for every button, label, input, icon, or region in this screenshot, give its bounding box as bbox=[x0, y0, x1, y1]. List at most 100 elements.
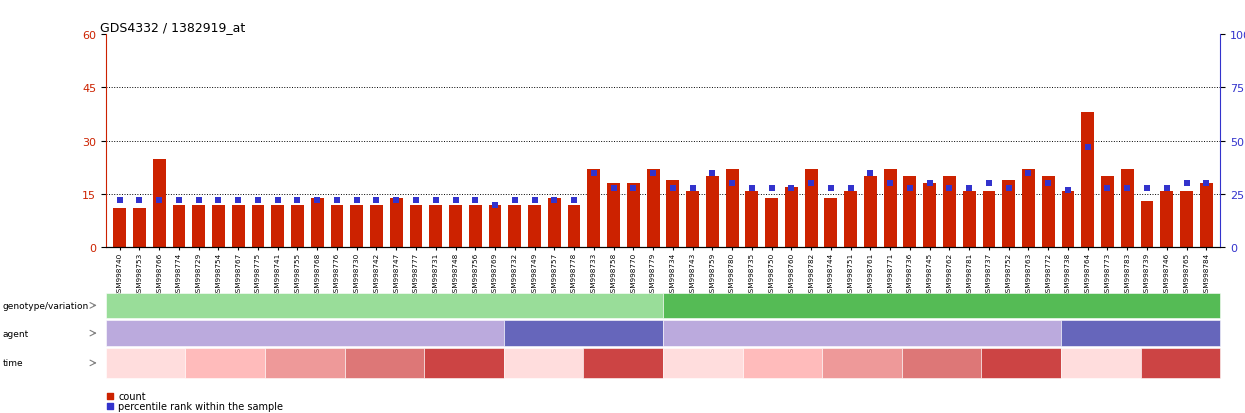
Text: 24hrs: 24hrs bbox=[451, 358, 478, 368]
Text: agent: agent bbox=[2, 329, 29, 338]
Bar bbox=[350, 205, 364, 248]
Point bbox=[880, 181, 900, 188]
Text: 2hrs: 2hrs bbox=[533, 358, 554, 368]
Point bbox=[100, 402, 120, 409]
Point bbox=[524, 198, 544, 204]
Point bbox=[248, 198, 268, 204]
Point bbox=[446, 198, 466, 204]
Point bbox=[327, 198, 347, 204]
Point bbox=[268, 198, 288, 204]
Bar bbox=[410, 205, 422, 248]
Point bbox=[900, 185, 920, 192]
Bar bbox=[133, 209, 146, 248]
Point bbox=[228, 198, 248, 204]
Bar bbox=[390, 198, 402, 248]
Text: Pdx1 overexpression: Pdx1 overexpression bbox=[330, 301, 438, 311]
Text: 24hrs: 24hrs bbox=[609, 358, 637, 368]
Bar bbox=[291, 205, 304, 248]
Point bbox=[366, 198, 386, 204]
Point bbox=[1018, 170, 1038, 177]
Text: 24hrs: 24hrs bbox=[1167, 358, 1194, 368]
Point bbox=[426, 198, 446, 204]
Bar bbox=[1101, 177, 1114, 248]
Text: 12hrs: 12hrs bbox=[371, 358, 398, 368]
Point bbox=[682, 185, 702, 192]
Point bbox=[998, 185, 1018, 192]
Point bbox=[644, 170, 664, 177]
Point bbox=[782, 185, 802, 192]
Bar bbox=[588, 170, 600, 248]
Point bbox=[347, 198, 367, 204]
Bar bbox=[864, 177, 876, 248]
Bar bbox=[192, 205, 205, 248]
Text: 2hrs: 2hrs bbox=[692, 358, 713, 368]
Bar bbox=[1160, 191, 1173, 248]
Bar bbox=[113, 209, 126, 248]
Point bbox=[169, 198, 189, 204]
Text: count: count bbox=[118, 392, 146, 401]
Point bbox=[504, 198, 524, 204]
Bar bbox=[726, 170, 738, 248]
Bar bbox=[232, 205, 244, 248]
Text: time: time bbox=[2, 358, 24, 368]
Text: 6hrs: 6hrs bbox=[294, 358, 315, 368]
Point bbox=[208, 198, 228, 204]
Point bbox=[584, 170, 604, 177]
Bar bbox=[982, 191, 995, 248]
Point bbox=[129, 198, 149, 204]
Bar bbox=[1042, 177, 1055, 248]
Point bbox=[604, 185, 624, 192]
Point bbox=[1038, 181, 1058, 188]
Point bbox=[1177, 181, 1196, 188]
Text: percentile rank within the sample: percentile rank within the sample bbox=[118, 401, 284, 411]
Bar bbox=[608, 184, 620, 248]
Bar bbox=[706, 177, 718, 248]
Point bbox=[959, 185, 979, 192]
Bar bbox=[370, 205, 383, 248]
Point bbox=[1117, 185, 1137, 192]
Bar bbox=[568, 205, 580, 248]
Bar bbox=[1200, 184, 1213, 248]
Bar bbox=[488, 205, 502, 248]
Point bbox=[662, 185, 682, 192]
Point bbox=[100, 393, 120, 400]
Bar bbox=[942, 177, 956, 248]
Bar bbox=[686, 191, 698, 248]
Point bbox=[940, 185, 960, 192]
Bar bbox=[1082, 113, 1094, 248]
Point bbox=[406, 198, 426, 204]
Bar bbox=[962, 191, 976, 248]
Bar bbox=[153, 159, 166, 248]
Bar bbox=[804, 170, 818, 248]
Point bbox=[920, 181, 940, 188]
Bar bbox=[331, 205, 344, 248]
Text: 24hrs: 24hrs bbox=[1007, 358, 1035, 368]
Point bbox=[308, 198, 327, 204]
Point bbox=[189, 198, 209, 204]
Point bbox=[1058, 187, 1078, 194]
Bar bbox=[1062, 191, 1074, 248]
Bar bbox=[904, 177, 916, 248]
Bar bbox=[430, 205, 442, 248]
Text: interleukin 1β: interleukin 1β bbox=[271, 328, 339, 338]
Text: 4hrs: 4hrs bbox=[772, 358, 793, 368]
Point bbox=[110, 198, 129, 204]
Text: GDS4332 / 1382919_at: GDS4332 / 1382919_at bbox=[101, 21, 245, 34]
Text: 12hrs: 12hrs bbox=[928, 358, 955, 368]
Point bbox=[840, 185, 860, 192]
Bar bbox=[548, 198, 560, 248]
Bar bbox=[173, 205, 186, 248]
Point bbox=[1157, 185, 1177, 192]
Point bbox=[1098, 185, 1118, 192]
Point bbox=[486, 202, 505, 209]
Text: 2hrs: 2hrs bbox=[134, 358, 157, 368]
Bar bbox=[311, 198, 324, 248]
Point bbox=[820, 185, 840, 192]
Point bbox=[466, 198, 486, 204]
Bar bbox=[766, 198, 778, 248]
Point bbox=[1137, 185, 1157, 192]
Bar bbox=[1180, 191, 1193, 248]
Text: control: control bbox=[924, 301, 960, 311]
Point bbox=[702, 170, 722, 177]
Bar bbox=[627, 184, 640, 248]
